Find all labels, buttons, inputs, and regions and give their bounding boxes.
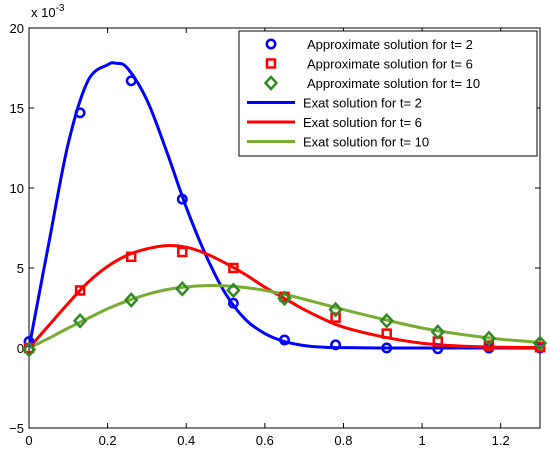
data-point [532, 335, 548, 352]
data-point [328, 301, 343, 318]
data-point [381, 328, 392, 339]
legend-marker [263, 75, 279, 91]
y-tick-label: 0 [17, 341, 24, 356]
x-tick-label: 0.8 [334, 433, 352, 448]
data-point [125, 251, 137, 263]
data-point [381, 342, 393, 354]
x-tick-label: 0.6 [256, 433, 274, 448]
data-point [175, 280, 190, 297]
legend-label: Exat solution for t= 2 [303, 96, 422, 111]
data-point [534, 341, 546, 353]
data-point [481, 330, 497, 347]
legend-label: Exat solution for t= 10 [303, 135, 429, 150]
data-point [483, 340, 495, 351]
series-line-4 [29, 244, 540, 350]
data-point [177, 246, 188, 258]
data-point [176, 193, 188, 205]
data-point [74, 107, 86, 119]
legend-marker [265, 58, 277, 69]
data-point [21, 341, 37, 358]
y-tick-label: 10 [10, 181, 24, 196]
legend-label: Approximate solution for t= 10 [307, 76, 480, 91]
data-point [430, 324, 445, 340]
series-line-5 [29, 284, 540, 350]
data-point [277, 290, 292, 307]
legend-box [238, 30, 538, 157]
data-point [279, 334, 290, 346]
data-point [125, 75, 137, 87]
data-point [226, 282, 241, 299]
data-point [330, 312, 341, 323]
x-tick-label: 0.2 [99, 433, 117, 448]
series-line-3 [29, 61, 540, 350]
y-tick-label: 15 [10, 101, 24, 116]
x-tick-label: 0.4 [177, 433, 195, 448]
data-point [379, 312, 394, 329]
legend-label: Approximate solution for t= 6 [307, 57, 473, 72]
data-point [74, 285, 86, 296]
legend-label: Approximate solution for t= 2 [307, 37, 473, 52]
y-axis-multiplier: x 10-3 [31, 3, 65, 20]
legend-label: Exat solution for t= 6 [303, 115, 422, 130]
multiplier-base: x 10 [31, 5, 56, 20]
data-point [227, 297, 239, 309]
y-tick-label: 5 [17, 261, 24, 276]
y-tick-label: 20 [10, 21, 24, 36]
data-point [124, 292, 139, 308]
x-tick-label: 0 [25, 433, 32, 448]
legend-marker [265, 38, 277, 50]
data-layer [29, 61, 540, 350]
y-tick-label: −5 [9, 421, 24, 436]
multiplier-exponent: -3 [56, 3, 65, 14]
data-point [23, 336, 35, 348]
legend: Approximate solution for t= 2 Approximate… [238, 30, 538, 157]
data-point [228, 262, 239, 274]
x-tick-label: 1 [418, 433, 425, 448]
x-tick-label: 1.2 [492, 433, 510, 448]
data-point [72, 312, 88, 329]
series-markers-2 [21, 280, 548, 358]
data-point [330, 339, 342, 351]
